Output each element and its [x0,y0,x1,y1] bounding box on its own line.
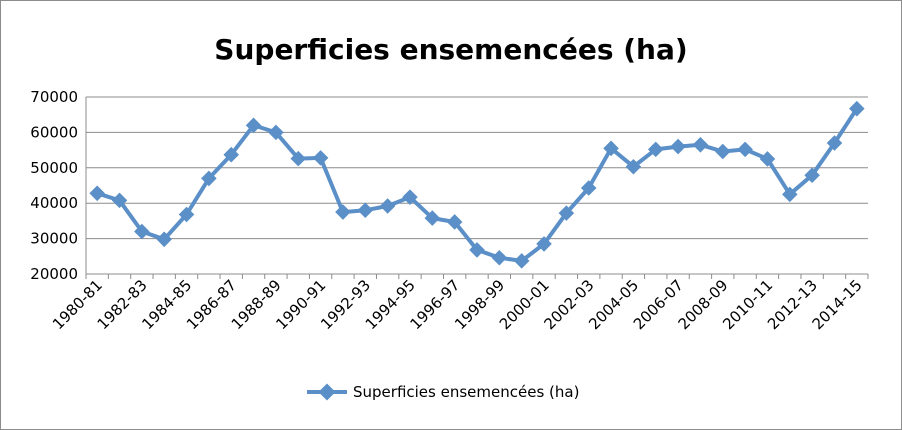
data-point-marker [580,180,597,196]
data-point-marker [223,146,240,163]
data-point-marker [491,249,508,266]
data-point-marker [111,192,128,209]
data-point-marker [424,210,441,226]
y-axis-tick-labels: 20000 30000 40000 50000 60000 70000 [30,88,78,283]
y-tick-label: 40000 [30,194,78,212]
data-point-marker [446,214,463,230]
data-point-marker [782,186,798,203]
data-point-marker [558,205,575,221]
data-point-marker [402,189,418,205]
data-point-marker [290,150,307,167]
data-point-marker [714,143,731,160]
legend: Superficies ensemencées (ha) [307,383,579,401]
series-superficies [89,100,865,269]
y-tick-label: 70000 [30,88,78,106]
data-point-marker [625,158,642,175]
data-point-marker [647,141,664,158]
data-point-marker [603,140,619,157]
data-point-marker [759,151,776,167]
data-point-marker [335,204,351,220]
data-point-marker [134,223,150,240]
legend-marker-swatch [318,383,336,401]
y-tick-label: 60000 [30,123,78,141]
x-tick-label: 2014-15 [809,276,866,333]
data-point-marker [89,185,105,202]
x-axis-tick-labels: 1980-811982-831984-851986-871988-891990-… [49,276,866,333]
data-point-marker [536,236,552,252]
y-tick-label: 30000 [30,230,78,248]
data-point-marker [201,170,217,187]
data-point-marker [178,206,195,223]
data-point-marker [357,202,374,219]
y-tick-label: 50000 [30,159,78,177]
data-point-marker [804,167,820,184]
legend-label: Superficies ensemencées (ha) [353,383,579,401]
data-point-marker [737,141,753,158]
data-point-marker [826,135,843,151]
data-point-marker [692,137,709,153]
data-point-marker [312,150,329,166]
chart-title: Superficies ensemencées (ha) [214,33,687,66]
series-line [96,107,859,263]
data-point-marker [469,242,485,258]
x-axis [85,97,869,279]
data-point-marker [156,231,172,248]
data-point-marker [379,198,396,214]
data-point-marker [670,138,686,155]
y-tick-label: 20000 [30,265,78,283]
